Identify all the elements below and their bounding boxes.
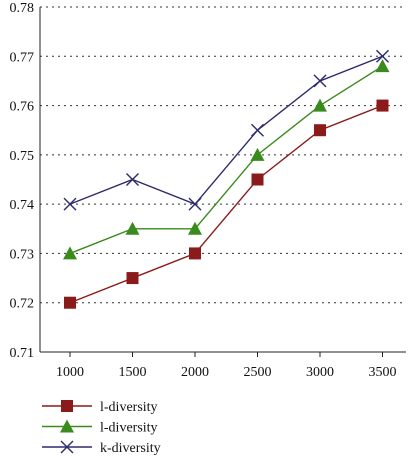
x-tick-labels: 1000 1500 2000 2500 3000 3500 <box>56 365 397 380</box>
axes <box>39 7 406 357</box>
x-tick-label: 2500 <box>244 365 272 380</box>
series-line <box>69 55 383 205</box>
data-point-square <box>126 272 139 285</box>
series-0 <box>64 99 389 309</box>
series-2 <box>63 49 389 211</box>
x-tick-label: 3500 <box>369 365 397 380</box>
legend-marker-x <box>60 440 74 454</box>
series-line <box>69 104 383 304</box>
y-tick-label: 0.73 <box>10 247 35 262</box>
y-tick-label: 0.74 <box>10 198 35 213</box>
legend-item: l-diversity <box>42 400 158 415</box>
x-tick-label: 2000 <box>181 365 209 380</box>
x-tick-label: 3000 <box>306 365 334 380</box>
data-point-x <box>376 49 389 63</box>
data-point-triangle <box>375 59 390 73</box>
data-point-square <box>376 99 389 112</box>
y-tick-label: 0.75 <box>10 149 35 164</box>
series-layer <box>63 49 390 309</box>
data-point-square <box>314 124 326 137</box>
data-point-x <box>126 173 139 186</box>
data-point-triangle <box>125 221 140 235</box>
data-point-x <box>63 197 77 211</box>
legend: l-diversity l-diversity k-diversity <box>42 400 161 456</box>
series-line <box>69 65 383 255</box>
y-tick-label: 0.72 <box>10 297 35 312</box>
grid-lines <box>40 6 406 304</box>
legend-label: k-diversity <box>100 441 161 456</box>
legend-item: k-diversity <box>42 440 161 456</box>
data-point-square <box>189 247 201 260</box>
data-point-triangle <box>188 221 202 235</box>
x-tick-label: 1000 <box>56 365 84 380</box>
data-point-triangle <box>313 98 327 112</box>
y-tick-label: 0.71 <box>10 346 35 361</box>
legend-item: l-diversity <box>42 419 158 436</box>
data-point-triangle <box>250 147 265 161</box>
data-point-x <box>313 74 327 88</box>
legend-marker-triangle <box>60 419 74 433</box>
legend-label: l-diversity <box>100 400 158 415</box>
y-tick-label: 0.76 <box>10 100 35 115</box>
series-1 <box>63 59 390 260</box>
data-point-triangle <box>63 246 77 260</box>
data-point-square <box>64 296 76 309</box>
y-tick-labels: 0.71 0.72 0.73 0.74 0.75 0.76 0.77 0.78 <box>10 1 35 361</box>
x-tick-label: 1500 <box>119 365 147 380</box>
data-point-x <box>188 197 202 211</box>
y-tick-label: 0.77 <box>10 50 35 65</box>
legend-marker-square <box>61 400 73 412</box>
data-point-square <box>251 173 264 186</box>
y-tick-label: 0.78 <box>10 1 35 16</box>
data-point-x <box>251 123 264 137</box>
legend-label: l-diversity <box>100 421 158 436</box>
